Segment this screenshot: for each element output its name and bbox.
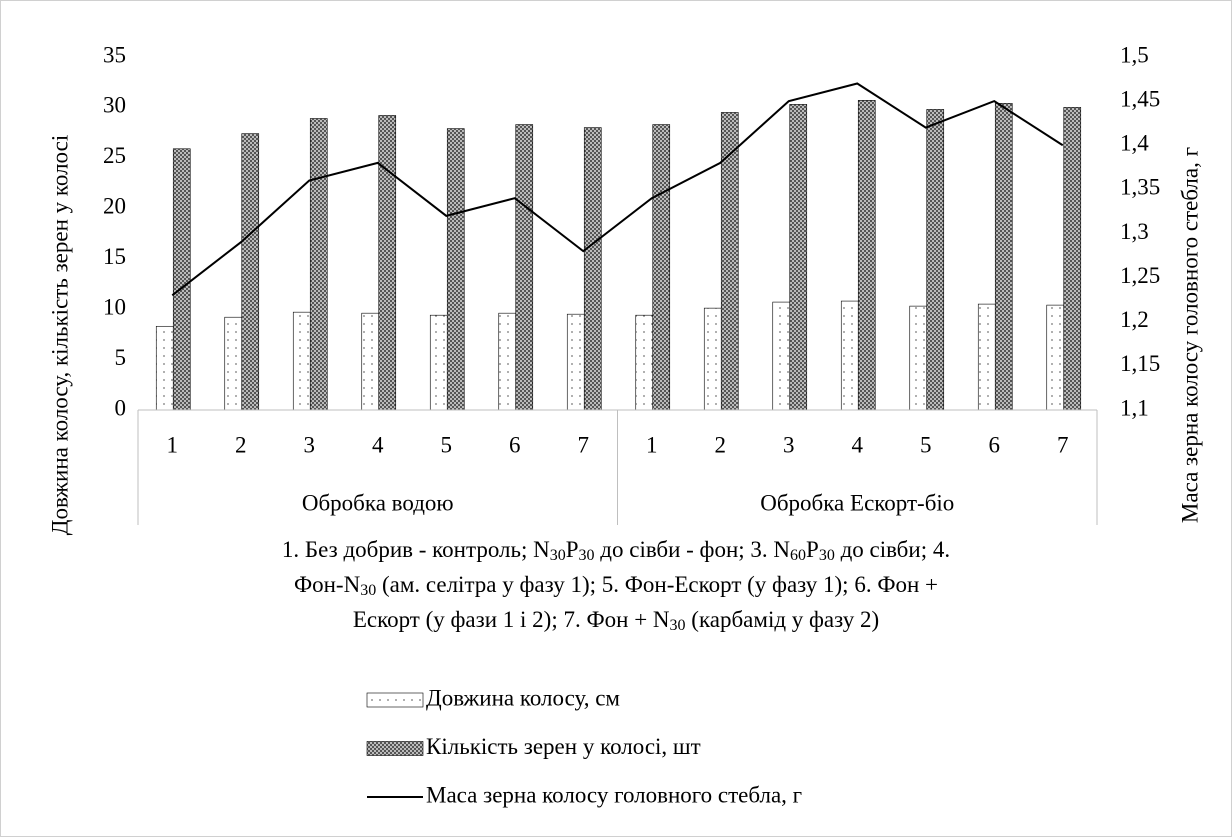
caption-subscript: 30 bbox=[670, 617, 686, 634]
y2-tick-label: 1,1 bbox=[1120, 395, 1149, 420]
x-tick-label: 2 bbox=[235, 432, 247, 457]
bar bbox=[241, 133, 260, 411]
bar bbox=[292, 311, 311, 411]
bar bbox=[446, 128, 465, 411]
x-tick-label: 4 bbox=[372, 432, 384, 457]
x-tick-label: 1 bbox=[167, 432, 179, 457]
bar bbox=[155, 325, 174, 411]
bar bbox=[309, 118, 328, 411]
bar bbox=[994, 103, 1013, 411]
x-tick-label: 6 bbox=[509, 432, 521, 457]
x-tick-label: 3 bbox=[783, 432, 795, 457]
y-tick-label: 0 bbox=[115, 395, 127, 420]
x-tick-label: 4 bbox=[852, 432, 864, 457]
bar bbox=[361, 312, 380, 411]
bar bbox=[378, 115, 397, 411]
bar bbox=[926, 109, 945, 411]
x-tick-label: 7 bbox=[1057, 432, 1069, 457]
bar bbox=[789, 104, 808, 411]
legend-label: Довжина колосу, см bbox=[426, 685, 620, 710]
bar bbox=[840, 300, 859, 411]
caption-text: (ам. селітра у фазу 1); 5. Фон-Ескорт (у… bbox=[376, 572, 938, 597]
caption-text: Ескорт (у фази 1 і 2); 7. Фон + N bbox=[353, 607, 670, 632]
y2-tick-label: 1,4 bbox=[1120, 131, 1149, 156]
caption-subscript: 60 bbox=[790, 547, 806, 564]
bar bbox=[977, 303, 996, 411]
x-tick-label: 7 bbox=[578, 432, 590, 457]
caption-text: P bbox=[566, 537, 579, 562]
bar bbox=[720, 112, 739, 411]
y2-tick-label: 1,3 bbox=[1120, 219, 1149, 244]
caption-subscript: 30 bbox=[819, 547, 835, 564]
y-axis-title: Довжина колосу, кількість зерен у колосі bbox=[47, 135, 72, 535]
legend-swatch bbox=[366, 741, 424, 756]
bar bbox=[583, 127, 602, 411]
x-tick-label: 2 bbox=[715, 432, 727, 457]
caption-subscript: 30 bbox=[550, 547, 566, 564]
bar bbox=[909, 305, 928, 411]
y-tick-label: 35 bbox=[103, 42, 126, 67]
bar bbox=[566, 313, 585, 411]
y2-tick-label: 1,5 bbox=[1120, 42, 1149, 67]
caption-text: до сівби - фон; 3. N bbox=[595, 537, 791, 562]
caption-line: Фон-N30 (ам. селітра у фазу 1); 5. Фон-Е… bbox=[294, 572, 938, 599]
caption-subscript: 30 bbox=[579, 547, 595, 564]
y2-tick-label: 1,35 bbox=[1120, 175, 1160, 200]
y-tick-label: 10 bbox=[103, 294, 126, 319]
y2-tick-label: 1,2 bbox=[1120, 307, 1149, 332]
y-tick-label: 20 bbox=[103, 194, 126, 219]
y-tick-label: 30 bbox=[103, 93, 126, 118]
caption-line: 1. Без добрив - контроль; N30P30 до сівб… bbox=[282, 537, 950, 564]
y2-tick-label: 1,25 bbox=[1120, 263, 1160, 288]
legend-label: Маса зерна колосу головного стебла, г bbox=[426, 782, 802, 807]
bar bbox=[857, 100, 876, 411]
caption-text: Фон-N bbox=[294, 572, 361, 597]
bar bbox=[498, 312, 517, 411]
x-tick-label: 6 bbox=[989, 432, 1001, 457]
bar bbox=[652, 124, 671, 411]
x-tick-label: 1 bbox=[646, 432, 658, 457]
y-tick-label: 25 bbox=[103, 143, 126, 168]
x-tick-label: 5 bbox=[920, 432, 932, 457]
caption-line: Ескорт (у фази 1 і 2); 7. Фон + N30 (кар… bbox=[353, 607, 879, 634]
y-tick-label: 15 bbox=[103, 244, 126, 269]
bar bbox=[635, 314, 654, 411]
legend-swatch bbox=[366, 692, 424, 708]
y2-axis-title: Маса зерна колосу головного стебла, г bbox=[1177, 147, 1202, 523]
bar bbox=[429, 314, 448, 411]
x-tick-label: 5 bbox=[441, 432, 453, 457]
bar bbox=[224, 316, 243, 411]
bar bbox=[1046, 304, 1065, 411]
group-label: Обробка Ескорт-біо bbox=[760, 490, 954, 515]
y2-tick-label: 1,45 bbox=[1120, 86, 1160, 111]
y2-tick-label: 1,15 bbox=[1120, 351, 1160, 376]
bar bbox=[172, 148, 191, 411]
y-tick-label: 5 bbox=[115, 345, 127, 370]
line bbox=[171, 82, 1064, 297]
caption-text: P bbox=[806, 537, 819, 562]
bar bbox=[772, 301, 791, 411]
caption-subscript: 30 bbox=[360, 582, 376, 599]
caption-text: 1. Без добрив - контроль; N bbox=[282, 537, 550, 562]
caption-text: (карбамід у фазу 2) bbox=[686, 607, 880, 632]
caption-text: до сівби; 4. bbox=[835, 537, 950, 562]
bar bbox=[1063, 107, 1082, 411]
legend-label: Кількість зерен у колосі, шт bbox=[426, 734, 701, 759]
group-label: Обробка водою bbox=[302, 490, 454, 515]
x-tick-label: 3 bbox=[304, 432, 316, 457]
bar bbox=[515, 124, 534, 411]
bar bbox=[703, 307, 722, 411]
